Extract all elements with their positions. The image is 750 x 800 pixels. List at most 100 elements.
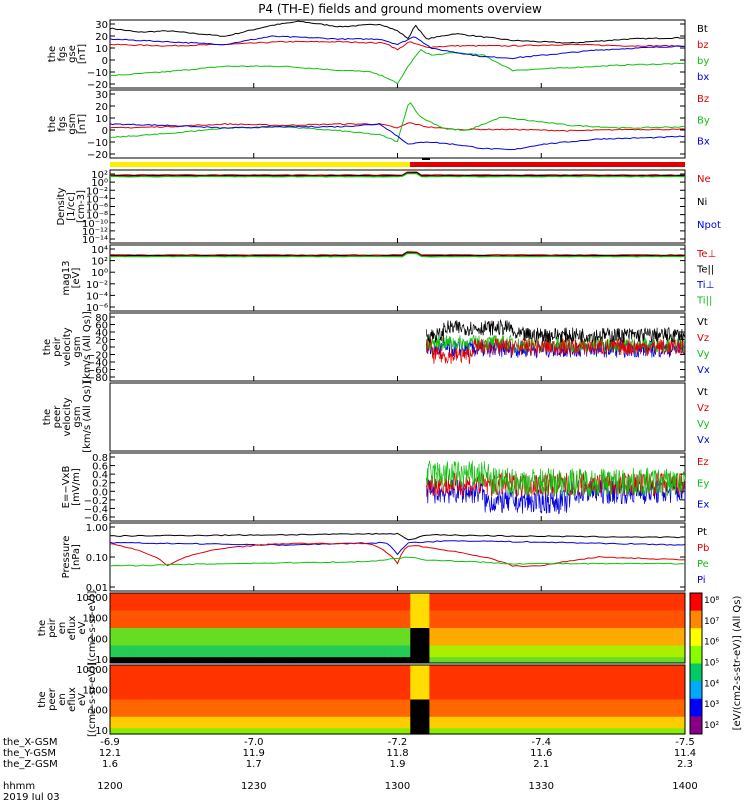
spectrogram-cell [365, 665, 373, 672]
spectrogram-cell [646, 728, 654, 735]
spectrogram-cell [244, 633, 252, 641]
spectrogram-cell [608, 628, 616, 635]
spectrogram-cell [352, 598, 360, 606]
spectrogram-cell [423, 676, 430, 683]
spectrogram-cell [423, 688, 430, 695]
spectrogram-cell [263, 633, 271, 641]
spectrogram-cell [314, 628, 322, 635]
spectrogram-cell [403, 711, 411, 718]
spectrogram-cell [180, 699, 188, 706]
spectrogram-cell [314, 716, 322, 724]
spectrogram-cell [231, 670, 239, 678]
y-tick-label: −20 [87, 150, 108, 161]
spectrogram-cell [333, 728, 341, 735]
spectrogram-cell [346, 651, 354, 658]
spectrogram-cell [646, 604, 654, 611]
spectrogram-cell [365, 604, 373, 611]
spectrogram-cell [384, 711, 392, 718]
spectrogram-cell [595, 651, 603, 658]
spectrogram-cell [429, 610, 437, 617]
spectrogram-cell [570, 705, 577, 712]
spectrogram-cell [531, 639, 539, 646]
spectrogram-cell [493, 645, 501, 652]
spectrogram-cell [474, 604, 482, 611]
spectrogram-cell [429, 722, 437, 729]
spectrogram-cell [288, 633, 296, 641]
spectrogram-cell [576, 688, 584, 695]
spectrogram-cell [340, 728, 347, 735]
spectrogram-cell [557, 728, 565, 735]
spectrogram-cell [506, 722, 513, 729]
spectrogram-cell [167, 651, 175, 658]
spectrogram-cell [314, 645, 322, 652]
spectrogram-cell [576, 622, 584, 629]
spectrogram-cell [614, 711, 622, 718]
spectrogram-cell [518, 716, 526, 724]
spectrogram-cell [308, 633, 315, 641]
spectrogram-cell [269, 676, 277, 683]
spectrogram-cell [231, 633, 239, 641]
spectrogram-cell [442, 682, 450, 689]
spectrogram-cell [531, 598, 539, 606]
spectrogram-cell [110, 688, 117, 695]
spectrogram-cell [601, 716, 609, 724]
spectrogram-cell [225, 699, 232, 706]
spectrogram-cell [608, 622, 616, 629]
spectrogram-cell [525, 593, 533, 600]
spectrogram-cell [403, 722, 411, 729]
spectrogram-cell [557, 722, 565, 729]
y-axis-label: en [57, 622, 68, 635]
spectrogram-cell [186, 651, 194, 658]
spectrogram-cell [161, 598, 168, 606]
spectrogram-cell [512, 616, 520, 623]
spectrogram-cell [346, 604, 354, 611]
spectrogram-cell [557, 682, 565, 689]
spectrogram-cell [308, 716, 315, 724]
spectrogram-cell [576, 633, 584, 641]
spectrogram-cell [205, 693, 213, 701]
spectrogram-cell [199, 688, 207, 695]
spectrogram-cell [397, 676, 405, 683]
spectrogram-cell [608, 699, 616, 706]
spectrogram-cell [212, 665, 220, 672]
panel-frame [109, 89, 686, 159]
spectrogram-cell [365, 593, 373, 600]
spectrogram-cell [282, 598, 290, 606]
spectrogram-cell [237, 651, 245, 658]
spectrogram-cell [403, 688, 411, 695]
spectrogram-cell [563, 633, 571, 641]
legend-Ex: Ex [697, 500, 709, 511]
spectrogram-cell [333, 604, 341, 611]
series-red [109, 542, 686, 568]
spectrogram-cell [308, 657, 315, 664]
spectrogram-cell [525, 645, 533, 652]
spectrogram-cell [129, 711, 137, 718]
spectrogram-cell [518, 657, 526, 664]
spectrogram-cell [435, 676, 443, 683]
spectrogram-cell [672, 616, 680, 623]
spectrogram-cell [110, 665, 117, 672]
spectrogram-cell [659, 722, 667, 729]
spectrogram-cell [333, 711, 341, 718]
spectrogram-cell [665, 610, 673, 617]
spectrogram-cell [665, 633, 673, 641]
ephemeris-value: 11.4 [674, 748, 696, 759]
spectrogram-cell [205, 705, 213, 712]
spectrogram-cell [269, 728, 277, 735]
spectrogram-cell [474, 722, 482, 729]
spectrogram-cell [608, 604, 616, 611]
spectrogram-cell [614, 688, 622, 695]
spectrogram-cell [282, 711, 290, 718]
spectrogram-cell [231, 616, 239, 623]
spectrogram-cell [231, 699, 239, 706]
spectrogram-cell [295, 688, 303, 695]
spectrogram-cell [276, 716, 283, 724]
spectrogram-cell [110, 682, 117, 689]
spectrogram-cell [371, 604, 379, 611]
ephemeris-value: 12.1 [99, 748, 121, 759]
spectrogram-cell [627, 639, 635, 646]
spectrogram-cell [269, 693, 277, 701]
